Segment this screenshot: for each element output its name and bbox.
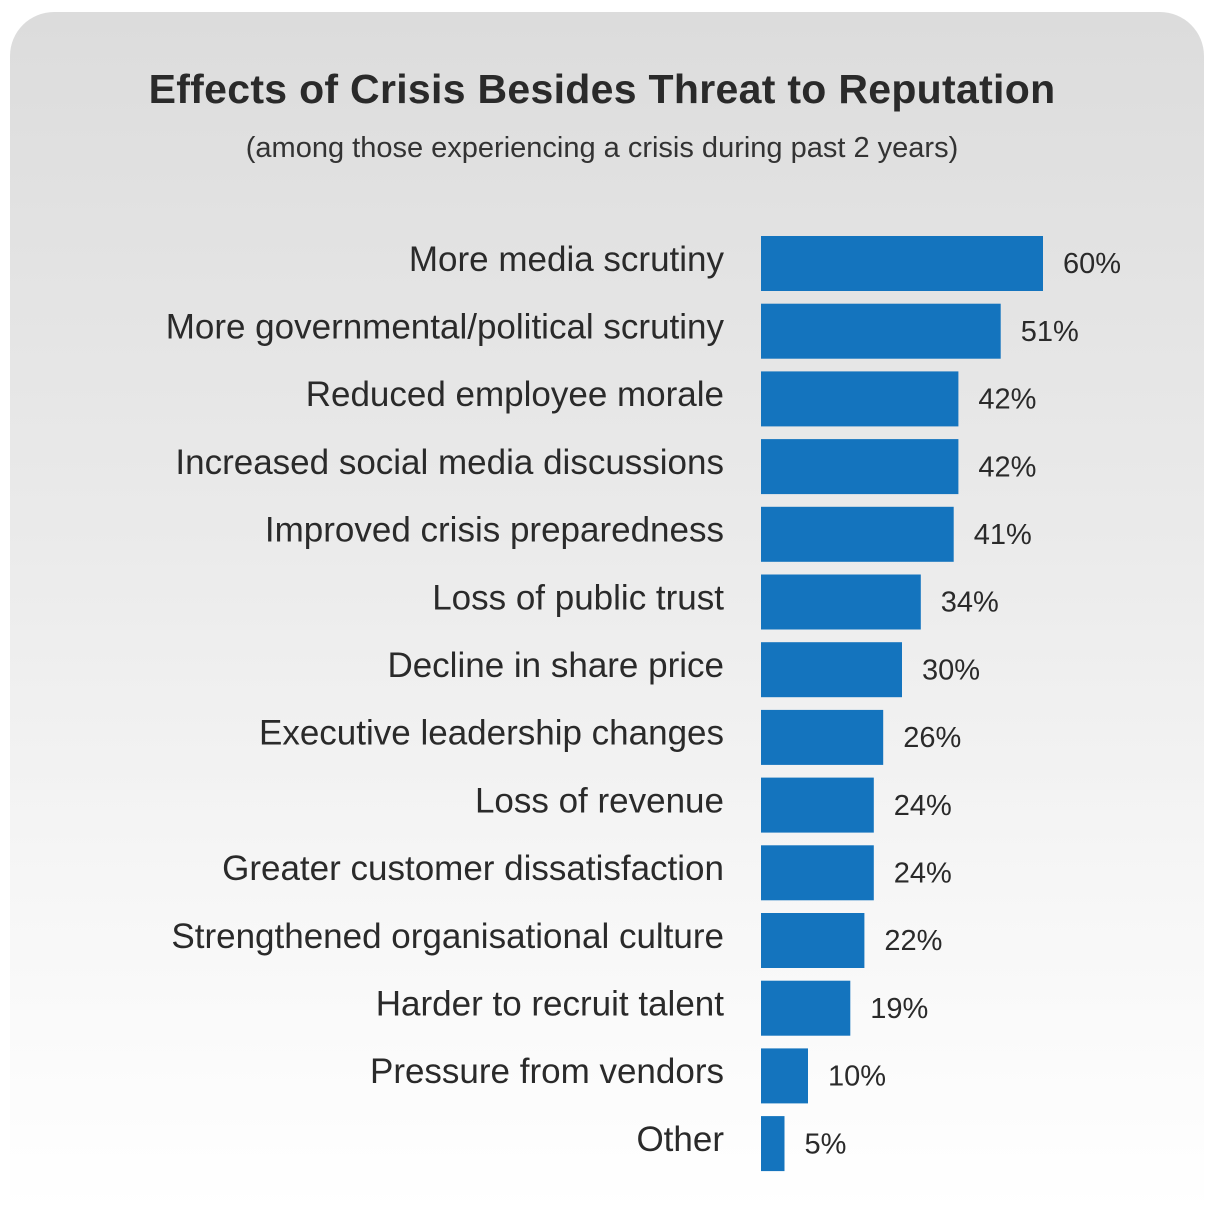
value-label: 60% bbox=[1063, 248, 1121, 280]
bar bbox=[761, 1048, 808, 1104]
category-label: Strengthened organisational culture bbox=[171, 917, 724, 956]
value-label: 19% bbox=[870, 993, 928, 1025]
bar bbox=[761, 642, 902, 698]
value-label: 10% bbox=[828, 1061, 886, 1093]
value-label: 5% bbox=[805, 1128, 847, 1160]
value-label-group: 60% 51% 42% 42% 41% 34% 30% 26% 24% 24% 22% 19% 10% 5… bbox=[805, 248, 1122, 1160]
category-label: Harder to recruit talent bbox=[376, 984, 724, 1023]
value-label: 41% bbox=[974, 519, 1032, 551]
value-label: 24% bbox=[894, 790, 952, 822]
bar bbox=[761, 439, 959, 495]
bar bbox=[761, 845, 874, 901]
bar bbox=[761, 1116, 785, 1172]
category-label: Greater customer dissatisfaction bbox=[222, 849, 724, 888]
bar bbox=[761, 709, 884, 765]
value-label: 26% bbox=[903, 722, 961, 754]
category-label: Loss of revenue bbox=[475, 781, 724, 820]
category-label: Loss of public trust bbox=[432, 578, 724, 617]
bar bbox=[761, 303, 1001, 359]
category-label: More media scrutiny bbox=[409, 240, 725, 279]
category-label: Improved crisis preparedness bbox=[265, 511, 724, 550]
value-label: 42% bbox=[978, 451, 1036, 483]
category-label: Other bbox=[636, 1120, 724, 1159]
category-label: Pressure from vendors bbox=[370, 1052, 724, 1091]
bar-group bbox=[761, 236, 1043, 1172]
value-label: 22% bbox=[884, 925, 942, 957]
category-label: More governmental/political scrutiny bbox=[166, 307, 725, 346]
bar bbox=[761, 371, 959, 427]
value-label: 34% bbox=[941, 587, 999, 619]
category-label: Reduced employee morale bbox=[306, 375, 724, 414]
value-label: 42% bbox=[978, 384, 1036, 416]
chart-subtitle: (among those experiencing a crisis durin… bbox=[245, 132, 959, 164]
bar bbox=[761, 980, 851, 1036]
bar bbox=[761, 777, 874, 833]
chart-panel bbox=[10, 12, 1204, 1212]
bar bbox=[761, 913, 865, 968]
bar bbox=[761, 574, 921, 630]
category-label-group: More media scrutiny More governmental/pol… bbox=[166, 240, 725, 1159]
value-label: 51% bbox=[1021, 316, 1079, 348]
category-label: Decline in share price bbox=[387, 646, 724, 685]
category-label: Executive leadership changes bbox=[259, 714, 724, 753]
chart-title: Effects of Crisis Besides Threat to Repu… bbox=[148, 66, 1056, 112]
bar bbox=[761, 236, 1043, 291]
bar bbox=[761, 506, 954, 562]
value-label: 30% bbox=[922, 654, 980, 686]
category-label: Increased social media discussions bbox=[175, 443, 724, 482]
value-label: 24% bbox=[894, 857, 952, 889]
